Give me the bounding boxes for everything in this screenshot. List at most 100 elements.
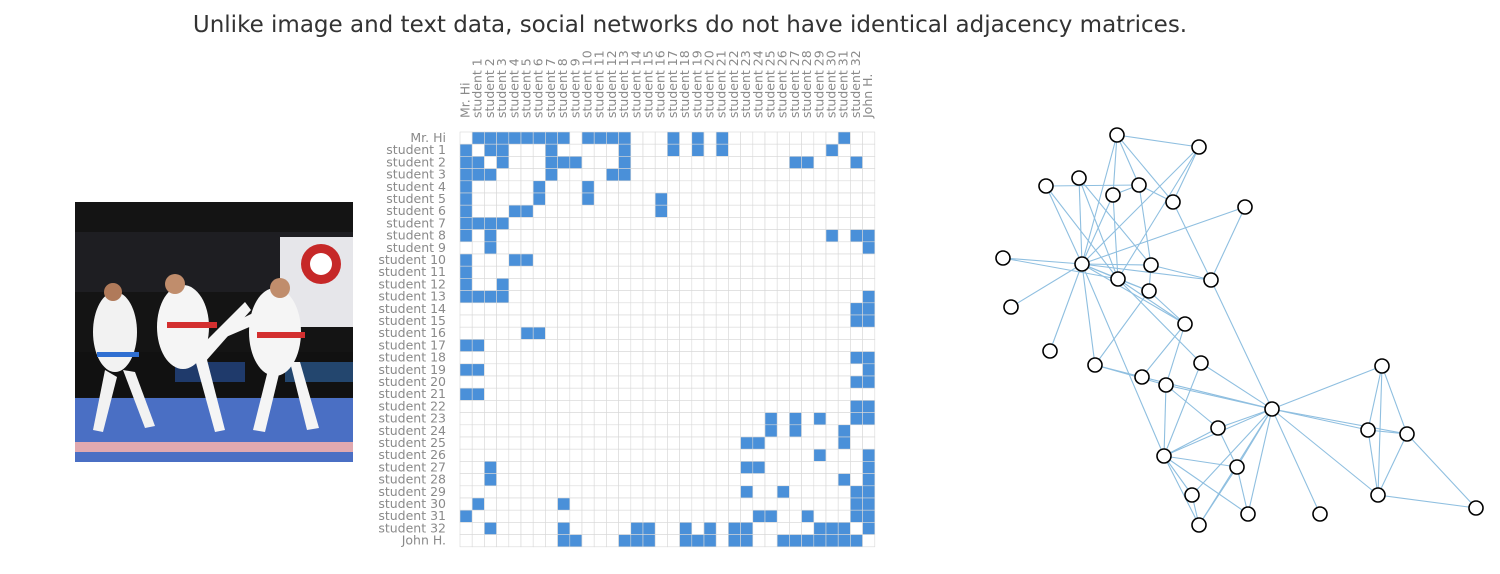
matrix-cell <box>593 424 607 438</box>
matrix-cell <box>862 387 876 401</box>
graph-edge <box>1217 408 1273 429</box>
matrix-cell <box>642 400 656 413</box>
matrix-cell <box>728 473 741 487</box>
matrix-cell <box>813 497 827 511</box>
matrix-cell <box>484 485 497 499</box>
matrix-cell <box>789 436 802 450</box>
matrix-cell <box>667 424 680 438</box>
graph-node <box>1360 422 1376 438</box>
matrix-cell <box>520 156 534 169</box>
matrix-cell <box>691 314 705 328</box>
matrix-cell <box>703 461 717 474</box>
matrix-cell <box>740 412 754 426</box>
matrix-cell <box>569 461 583 474</box>
matrix-cell <box>850 436 863 450</box>
matrix-cell <box>642 168 656 182</box>
matrix-cell <box>593 412 607 426</box>
matrix-cell <box>606 387 619 401</box>
matrix-cell <box>752 509 766 523</box>
row-label: student 5 <box>386 191 446 206</box>
matrix-cell <box>776 253 790 267</box>
matrix-cell <box>764 509 778 523</box>
row-label: Mr. Hi <box>410 130 446 145</box>
matrix-cell <box>825 448 839 462</box>
matrix-cell <box>569 314 583 328</box>
matrix-cell <box>764 278 778 291</box>
matrix-cell <box>484 436 497 450</box>
matrix-cell <box>606 473 619 487</box>
matrix-cell <box>484 522 497 535</box>
matrix-cell <box>618 436 632 450</box>
matrix-cell <box>618 473 632 487</box>
matrix-cell <box>728 131 741 145</box>
matrix-cell <box>618 241 632 255</box>
matrix-cell <box>606 436 619 450</box>
matrix-cell <box>618 461 632 474</box>
matrix-cell <box>569 485 583 499</box>
matrix-cell <box>484 509 497 523</box>
matrix-cell <box>862 204 876 218</box>
matrix-cell <box>862 424 876 438</box>
graph-node <box>1141 283 1157 299</box>
matrix-cell <box>630 412 644 426</box>
matrix-cell <box>459 363 473 377</box>
row-label: student 27 <box>378 459 446 474</box>
matrix-cell <box>728 461 741 474</box>
matrix-cell <box>520 534 534 548</box>
column-label: student 21 <box>714 50 729 118</box>
matrix-cell <box>557 436 571 450</box>
matrix-cell <box>532 339 546 352</box>
matrix-cell <box>813 156 827 169</box>
matrix-cell <box>630 278 644 291</box>
matrix-cell <box>691 497 705 511</box>
matrix-cell <box>679 156 693 169</box>
matrix-cell <box>654 461 668 474</box>
matrix-cell <box>496 375 510 389</box>
matrix-cell <box>850 509 863 523</box>
matrix-cell <box>569 522 583 535</box>
matrix-cell <box>642 461 656 474</box>
matrix-cell <box>508 351 522 365</box>
matrix-cell <box>850 131 863 145</box>
matrix-cell <box>691 534 705 548</box>
matrix-cell <box>752 375 766 389</box>
matrix-cell <box>545 302 558 316</box>
matrix-cell <box>593 522 607 535</box>
graph-node <box>1087 357 1103 373</box>
matrix-cell <box>642 204 656 218</box>
matrix-cell <box>642 497 656 511</box>
matrix-cell <box>618 192 632 206</box>
matrix-cell <box>862 522 876 535</box>
matrix-cell <box>654 363 668 377</box>
matrix-cell <box>715 363 729 377</box>
matrix-cell <box>557 314 571 328</box>
matrix-cell <box>862 509 876 523</box>
matrix-cell <box>593 448 607 462</box>
matrix-cell <box>654 131 668 145</box>
matrix-cell <box>801 387 815 401</box>
matrix-cell <box>715 473 729 487</box>
matrix-cell <box>654 497 668 511</box>
matrix-cell <box>801 131 815 145</box>
graph-node <box>1399 426 1415 442</box>
matrix-cell <box>825 168 839 182</box>
matrix-cell <box>557 485 571 499</box>
matrix-cell <box>459 375 473 389</box>
matrix-cell <box>801 522 815 535</box>
matrix-cell <box>850 326 863 340</box>
matrix-cell <box>642 131 656 145</box>
matrix-cell <box>740 314 754 328</box>
matrix-cell <box>789 180 802 194</box>
matrix-cell <box>715 412 729 426</box>
matrix-cell <box>801 156 815 169</box>
matrix-cell <box>471 253 485 267</box>
matrix-cell <box>471 522 485 535</box>
matrix-cell <box>581 302 595 316</box>
matrix-cell <box>606 509 619 523</box>
matrix-cell <box>642 436 656 450</box>
matrix-cell <box>593 302 607 316</box>
matrix-cell <box>459 485 473 499</box>
matrix-cell <box>606 339 619 352</box>
page-title: Unlike image and text data, social netwo… <box>192 12 1188 38</box>
matrix-cell <box>801 412 815 426</box>
